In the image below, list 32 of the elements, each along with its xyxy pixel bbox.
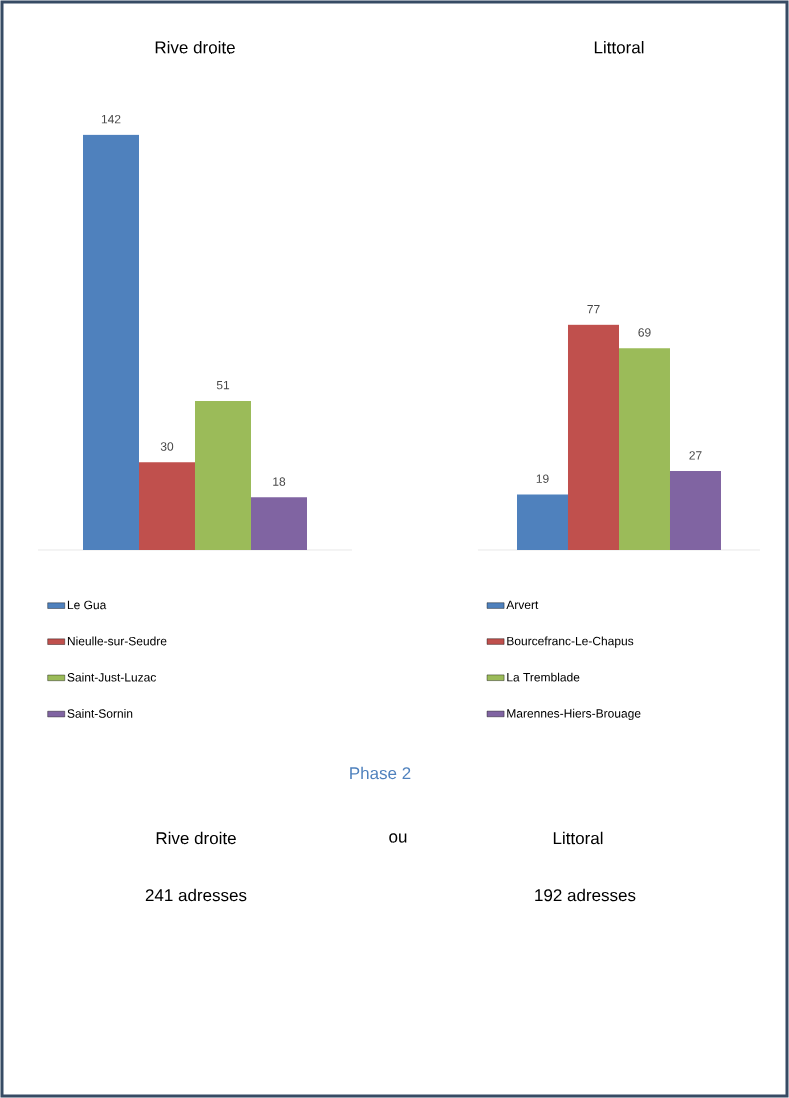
- bar: [619, 348, 670, 550]
- data-label: 142: [101, 114, 121, 124]
- text: 241 adresses: [145, 888, 247, 902]
- legend-label: Arvert: [506, 600, 539, 610]
- legend-label: Saint-Just-Luzac: [67, 672, 156, 682]
- chart-title: Rive droite: [155, 40, 235, 54]
- data-label: 27: [689, 451, 702, 460]
- bar: [194, 400, 251, 550]
- data-label: 30: [160, 442, 174, 451]
- legend-label: Bourcefranc-Le-Chapus: [507, 636, 634, 648]
- bar: [139, 462, 195, 550]
- legend-label: La Tremblade: [507, 672, 580, 682]
- data-label: 19: [536, 474, 549, 483]
- bar: [83, 134, 139, 550]
- text: ou: [389, 833, 407, 843]
- bar: [251, 497, 307, 550]
- legend-label: Marennes-Hiers-Brouage: [507, 708, 641, 721]
- bar: [670, 471, 721, 550]
- legend-label: Saint-Sornin: [67, 708, 133, 718]
- text: Phase 2: [350, 766, 411, 780]
- legend-label: Nieulle-sur-Seudre: [67, 636, 167, 646]
- bar: [517, 494, 568, 550]
- legend-label: Le Gua: [67, 600, 107, 610]
- data-label: 77: [587, 305, 600, 314]
- text: Littoral: [553, 831, 603, 845]
- chart-title: Littoral: [594, 40, 644, 54]
- data-label: 18: [273, 477, 286, 486]
- data-label: 51: [216, 380, 230, 390]
- text: Rive droite: [156, 831, 236, 845]
- data-label: 69: [638, 328, 651, 337]
- bar: [568, 324, 619, 550]
- text: 192 adresses: [535, 888, 636, 902]
